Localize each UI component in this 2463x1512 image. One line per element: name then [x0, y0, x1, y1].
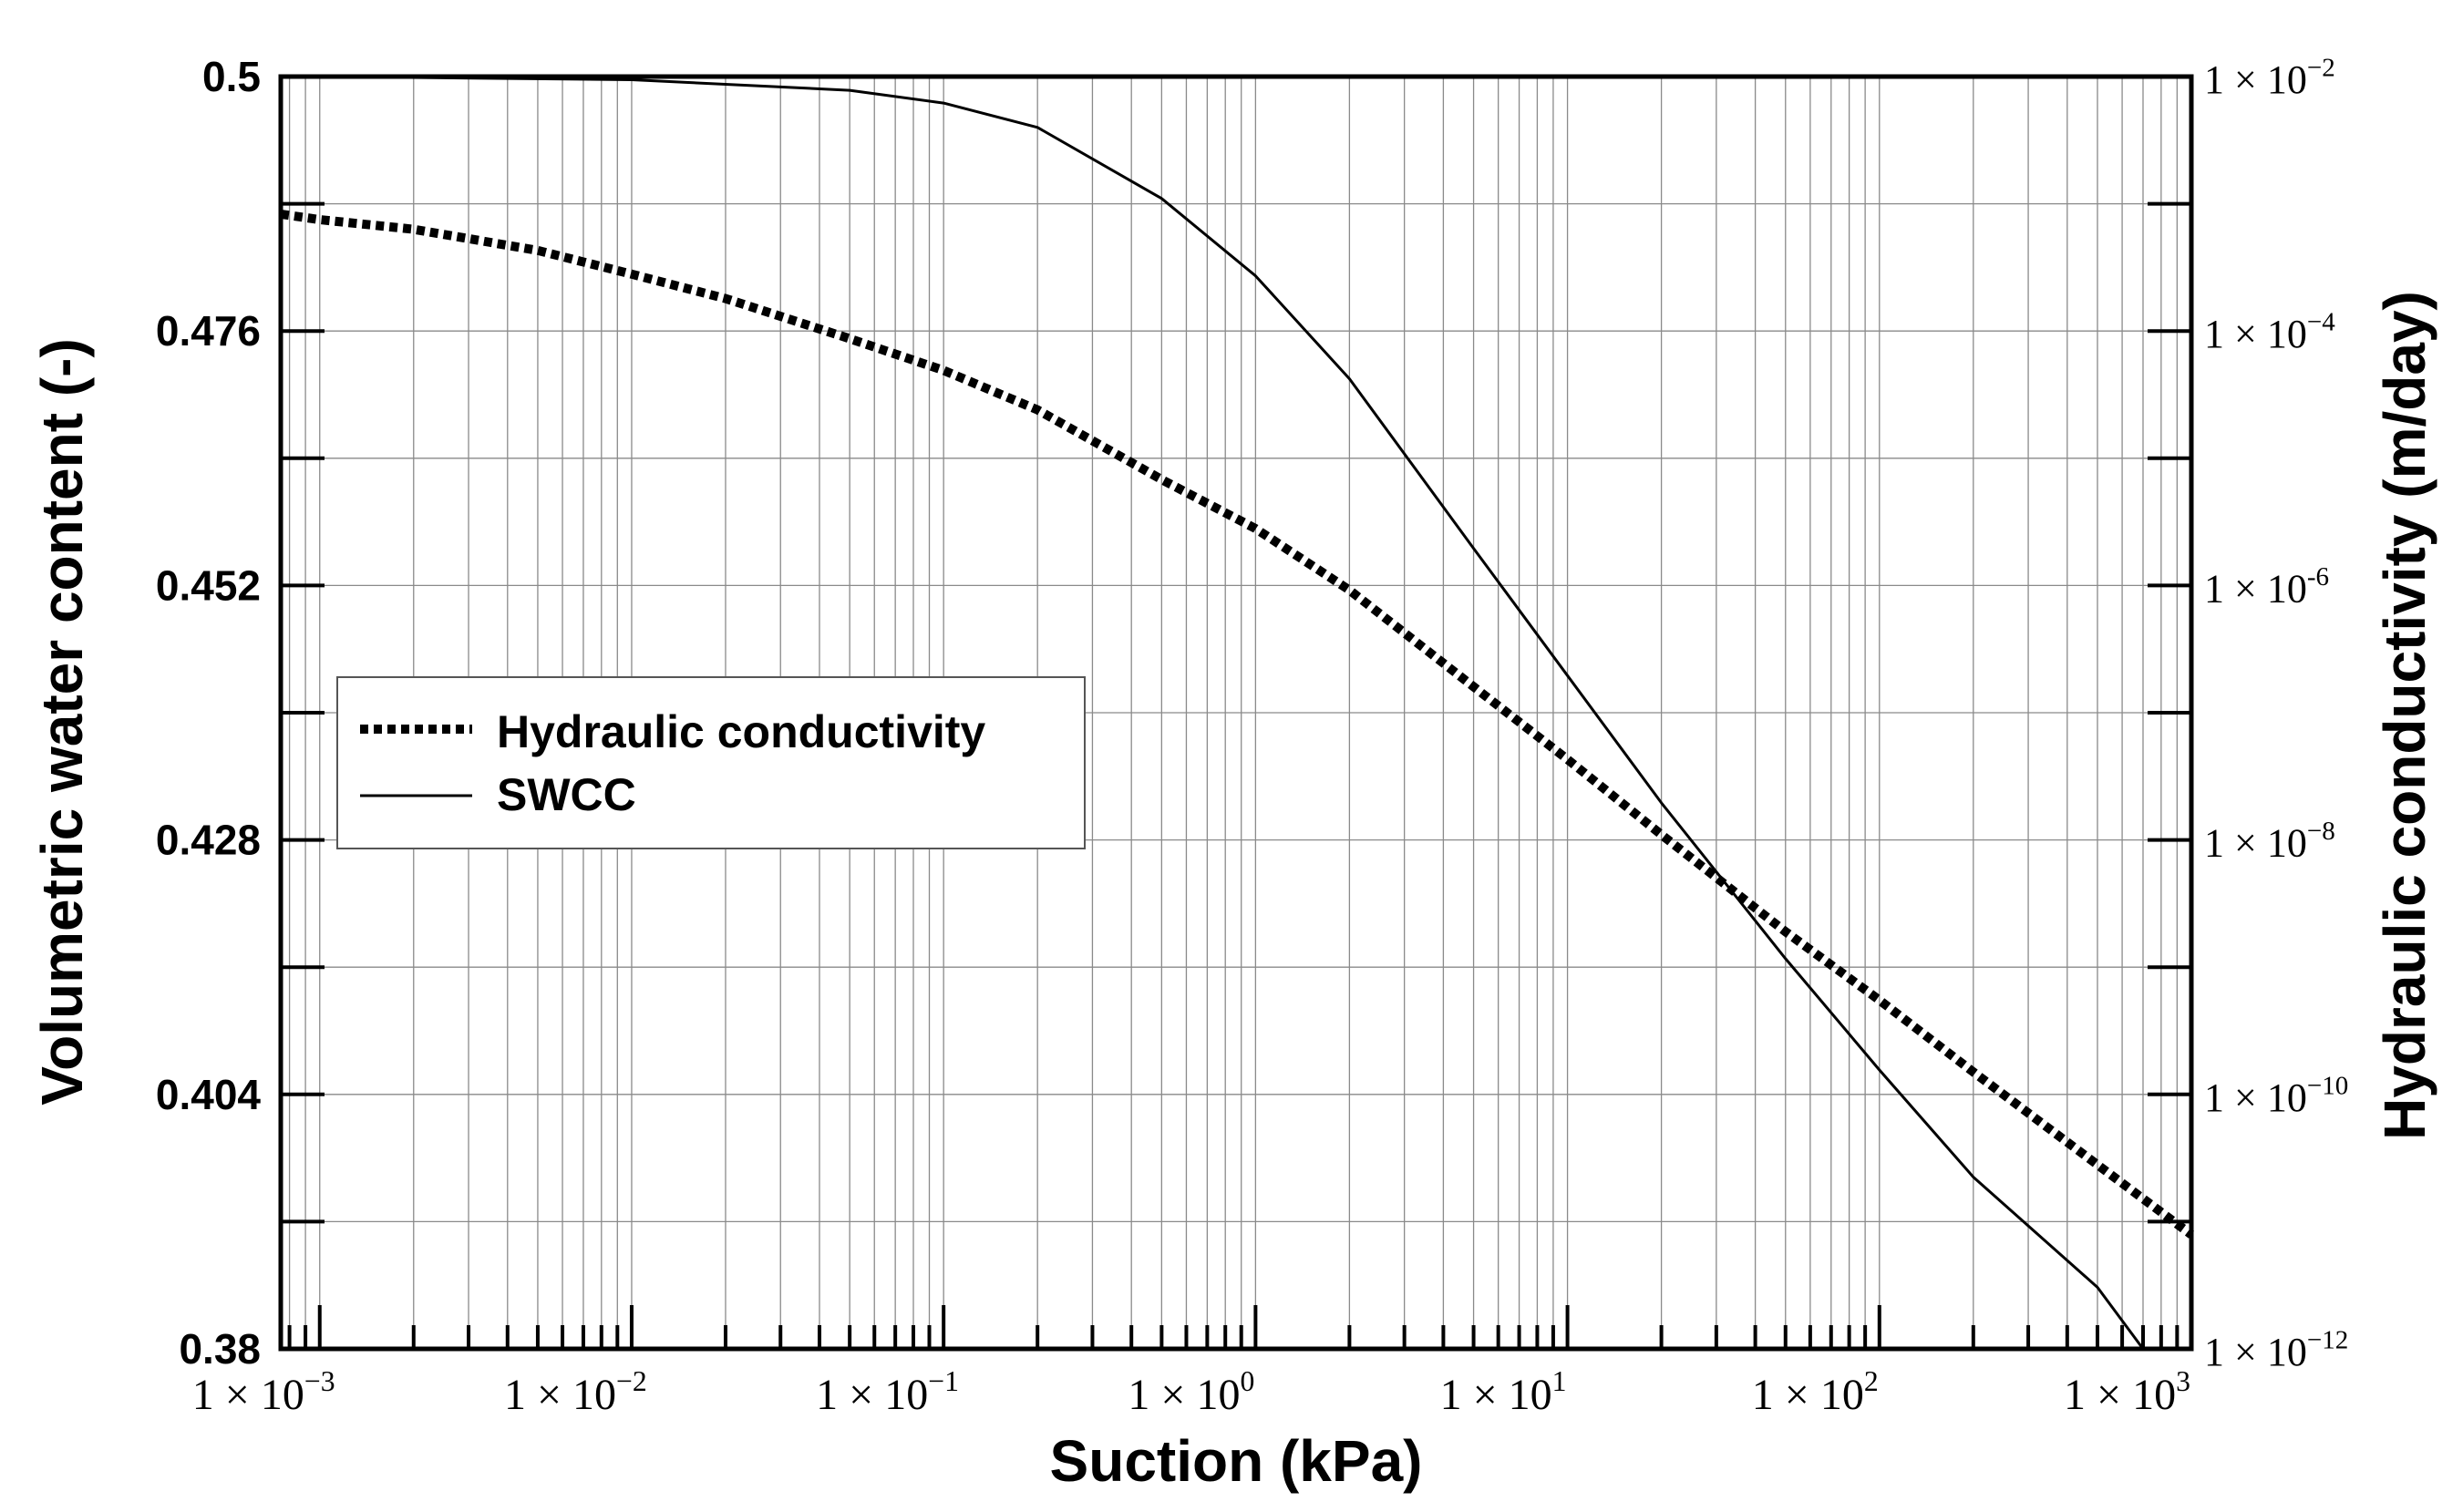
y2-tick-label: 1 × 10-6 [2204, 562, 2329, 611]
y2-tick-label: 1 × 10−8 [2204, 817, 2335, 865]
y-tick-label: 0.452 [156, 561, 261, 609]
y-tick-label: 0.476 [156, 307, 261, 355]
tick-labels: 0.38 0.404 0.428 0.452 0.476 0.5 1 × 10−3 1 × 1… [156, 53, 2348, 1419]
y2-axis-title: Hydraulic conductivity (m/day) [2372, 291, 2437, 1140]
x-tick-label: 1 × 10−3 [192, 1365, 335, 1419]
y-axis-title: Volumetric water content (-) [29, 338, 95, 1106]
x-tick-label: 1 × 10−1 [816, 1365, 959, 1419]
series-hydraulic-conductivity [280, 209, 2194, 1239]
x-tick-label: 1 × 103 [2064, 1365, 2190, 1419]
legend-label-hydraulic-conductivity: Hydraulic conductivity [497, 706, 985, 757]
series-layer [280, 75, 2194, 1350]
legend-label-swcc: SWCC [497, 769, 636, 820]
y2-tick-label: 1 × 10−12 [2204, 1326, 2348, 1374]
y-tick-label: 0.5 [202, 53, 261, 100]
y-tick-label: 0.404 [156, 1071, 262, 1118]
y2-tick-label: 1 × 10−2 [2204, 54, 2335, 102]
y-tick-label: 0.38 [179, 1325, 261, 1373]
series-swcc [281, 75, 2145, 1350]
legend: Hydraulic conductivity SWCC [336, 676, 1086, 849]
x-axis-title: Suction (kPa) [1050, 1428, 1423, 1494]
x-tick-label: 1 × 100 [1128, 1365, 1254, 1419]
legend-box [336, 676, 1086, 849]
y-tick-label: 0.428 [156, 817, 261, 864]
y2-tick-label: 1 × 10−10 [2204, 1071, 2348, 1119]
x-tick-label: 1 × 101 [1440, 1365, 1567, 1419]
axis-ticks [281, 75, 2193, 1351]
x-tick-label: 1 × 102 [1752, 1365, 1879, 1419]
y2-tick-label: 1 × 10−4 [2204, 308, 2335, 356]
x-tick-label: 1 × 10−2 [504, 1365, 647, 1419]
